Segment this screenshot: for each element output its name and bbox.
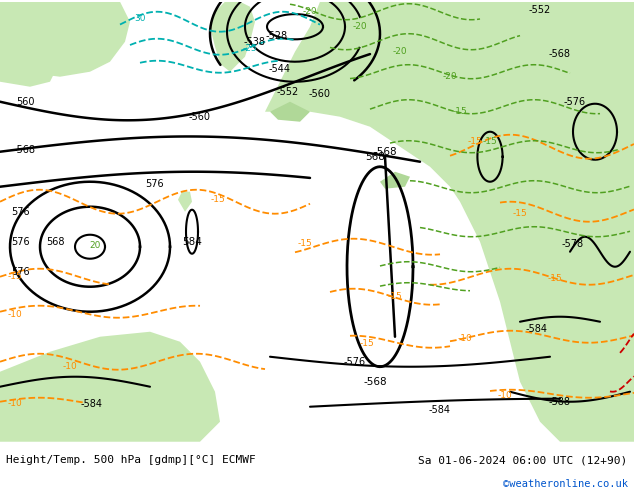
Text: -15: -15 bbox=[387, 292, 403, 301]
Text: -576: -576 bbox=[344, 357, 366, 367]
Text: -578: -578 bbox=[562, 239, 584, 249]
Text: 568: 568 bbox=[365, 152, 385, 162]
Text: -568: -568 bbox=[373, 147, 397, 157]
Text: -15: -15 bbox=[210, 195, 225, 204]
Text: -20: -20 bbox=[392, 47, 407, 56]
Text: -584: -584 bbox=[526, 324, 548, 334]
Text: 560: 560 bbox=[16, 97, 34, 107]
Text: -25: -25 bbox=[243, 44, 257, 53]
Text: -560: -560 bbox=[309, 89, 331, 98]
Text: -538: -538 bbox=[244, 37, 266, 47]
Text: 568: 568 bbox=[46, 237, 64, 247]
Text: -560: -560 bbox=[189, 112, 211, 122]
Text: -552: -552 bbox=[529, 5, 551, 15]
Text: -20: -20 bbox=[302, 7, 317, 16]
Text: -584: -584 bbox=[81, 399, 103, 409]
Text: -15: -15 bbox=[453, 107, 467, 116]
Text: -15: -15 bbox=[8, 272, 22, 281]
Text: -528: -528 bbox=[266, 31, 288, 41]
Text: -10: -10 bbox=[8, 310, 22, 319]
Text: -20: -20 bbox=[353, 22, 367, 31]
Text: -584: -584 bbox=[429, 405, 451, 415]
Text: -10: -10 bbox=[63, 362, 77, 371]
Text: -552: -552 bbox=[277, 87, 299, 97]
Text: -15: -15 bbox=[548, 274, 562, 283]
Text: -10: -10 bbox=[8, 399, 22, 408]
Text: -20: -20 bbox=[443, 72, 457, 81]
Text: -568: -568 bbox=[549, 49, 571, 59]
Text: ©weatheronline.co.uk: ©weatheronline.co.uk bbox=[503, 479, 628, 489]
Text: 584: 584 bbox=[182, 237, 202, 247]
Text: -15: -15 bbox=[468, 137, 482, 146]
Text: -15: -15 bbox=[359, 339, 374, 348]
Text: -10: -10 bbox=[458, 334, 472, 343]
Text: 576: 576 bbox=[11, 207, 29, 217]
Text: -15: -15 bbox=[482, 137, 498, 146]
Text: 576: 576 bbox=[146, 179, 164, 189]
Text: -568: -568 bbox=[363, 377, 387, 387]
Text: 20: 20 bbox=[89, 241, 101, 250]
Text: -568: -568 bbox=[14, 145, 36, 155]
Text: -15: -15 bbox=[297, 239, 313, 248]
Text: -588: -588 bbox=[549, 397, 571, 407]
Text: 30: 30 bbox=[134, 14, 146, 23]
Text: -544: -544 bbox=[269, 64, 291, 74]
Text: -576: -576 bbox=[564, 97, 586, 107]
Text: -15: -15 bbox=[513, 209, 527, 218]
Text: 576: 576 bbox=[11, 267, 29, 277]
Text: Sa 01-06-2024 06:00 UTC (12+90): Sa 01-06-2024 06:00 UTC (12+90) bbox=[418, 455, 628, 465]
Text: -10: -10 bbox=[498, 391, 512, 400]
Text: Height/Temp. 500 hPa [gdmp][°C] ECMWF: Height/Temp. 500 hPa [gdmp][°C] ECMWF bbox=[6, 455, 256, 465]
Text: 576: 576 bbox=[11, 237, 29, 247]
